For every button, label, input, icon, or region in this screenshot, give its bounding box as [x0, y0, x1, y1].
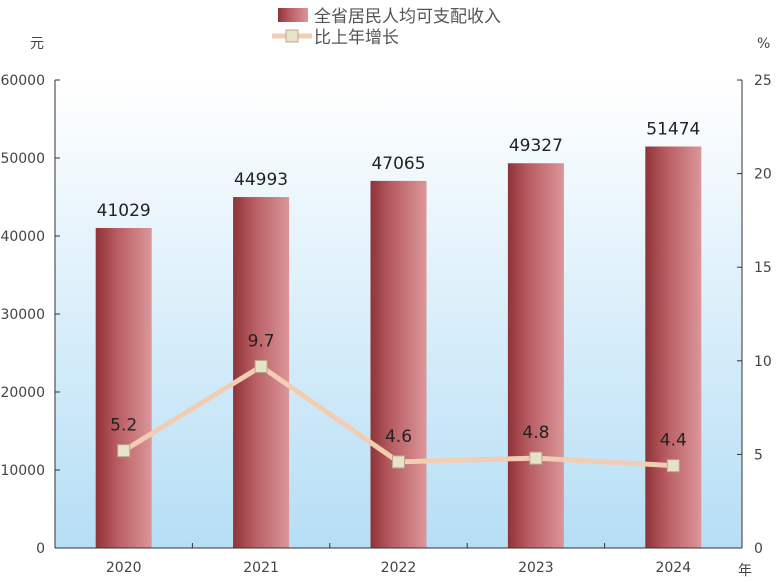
left-tick-label: 40000 [0, 229, 45, 245]
bar-value-label: 49327 [509, 136, 563, 156]
right-axis-unit: % [757, 36, 770, 52]
bar-value-label: 44993 [234, 170, 288, 190]
left-tick-label: 10000 [0, 463, 45, 479]
bar-value-label: 47065 [371, 154, 425, 174]
growth-marker-2022 [392, 455, 405, 469]
x-tick-label: 2020 [106, 560, 142, 576]
legend-bar-label: 全省居民人均可支配收入 [314, 7, 501, 27]
growth-marker-2021 [254, 359, 268, 373]
growth-value-label: 4.8 [522, 423, 549, 443]
left-tick-label: 50000 [0, 151, 45, 167]
left-tick-label: 20000 [0, 385, 45, 401]
right-tick-label: 0 [754, 541, 763, 557]
x-tick-label: 2023 [518, 560, 554, 576]
legend-line-marker [285, 29, 299, 43]
growth-value-label: 4.4 [660, 431, 687, 451]
x-tick-label: 2024 [655, 560, 691, 576]
left-tick-label: 30000 [0, 307, 45, 323]
growth-value-label: 4.6 [385, 427, 412, 447]
bar-2020 [95, 227, 152, 548]
growth-marker-2024 [666, 459, 680, 473]
right-tick-label: 5 [754, 447, 763, 463]
bar-2024 [645, 146, 702, 548]
left-tick-label: 0 [36, 541, 45, 557]
right-tick-label: 20 [754, 167, 772, 183]
legend-bar-swatch [278, 8, 308, 22]
bar-2022 [370, 180, 427, 548]
left-tick-label: 60000 [0, 73, 45, 89]
bar-2023 [507, 163, 564, 549]
right-tick-label: 25 [754, 73, 772, 89]
x-tick-label: 2021 [243, 560, 279, 576]
x-axis-unit: 年 [738, 563, 752, 579]
right-tick-label: 10 [754, 354, 772, 370]
growth-marker-2020 [117, 444, 131, 458]
legend-line-label: 比上年增长 [314, 28, 399, 48]
x-tick-label: 2022 [381, 560, 417, 576]
right-tick-label: 15 [754, 260, 772, 276]
growth-value-label: 5.2 [110, 416, 137, 436]
growth-value-label: 9.7 [248, 331, 275, 351]
bar-value-label: 41029 [97, 201, 151, 221]
bar-value-label: 51474 [646, 120, 700, 140]
legend: 全省居民人均可支配收入 比上年增长 [272, 7, 501, 48]
left-axis-unit: 元 [30, 36, 44, 52]
growth-marker-2023 [529, 451, 543, 465]
